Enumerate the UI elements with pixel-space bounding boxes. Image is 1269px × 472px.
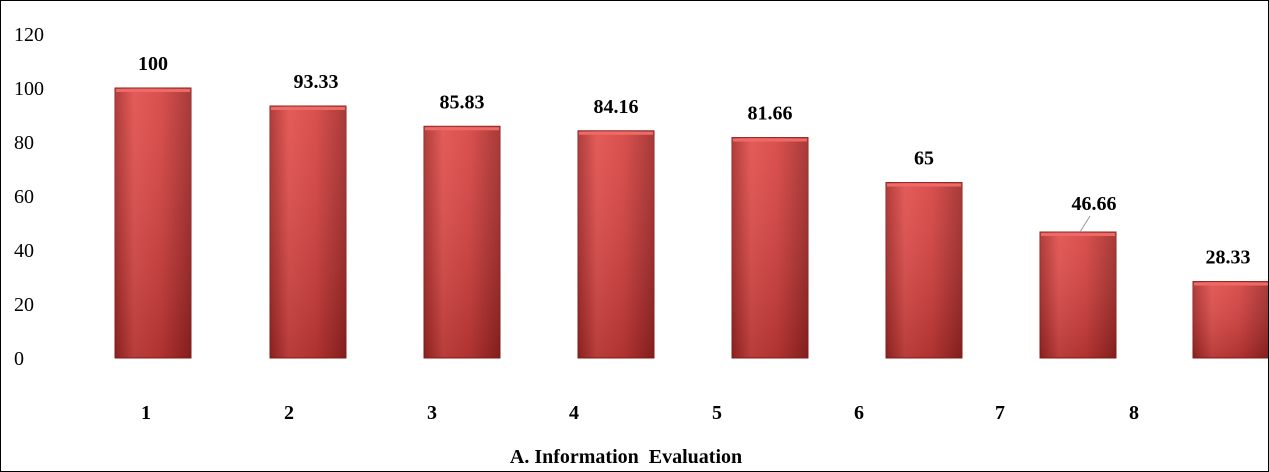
bar-highlight [116, 89, 190, 92]
x-axis: 1 2 3 4 5 6 7 8 [141, 402, 1139, 424]
bar-shading [1040, 232, 1116, 358]
bar-shading [732, 137, 808, 358]
x-tick-label: 1 [141, 402, 151, 424]
bar-highlight [887, 183, 961, 187]
y-tick-label: 100 [14, 78, 44, 100]
bar-highlight [425, 127, 499, 131]
bar-shading [270, 106, 346, 358]
data-label: 46.66 [1072, 193, 1117, 215]
x-axis-title: A. Information Evaluation [510, 446, 742, 468]
bar-highlight [271, 107, 345, 111]
data-label: 65 [914, 148, 934, 170]
data-label: 28.33 [1206, 247, 1251, 269]
bar-highlight [1041, 233, 1115, 237]
data-labels: 100 93.33 85.83 84.16 81.66 65 46.66 28.33 [138, 53, 1251, 269]
label-leader-line [1079, 215, 1091, 233]
y-tick-label: 0 [14, 348, 24, 370]
bar-shading [578, 130, 654, 358]
bar-highlight [733, 138, 807, 142]
y-tick-label: 120 [14, 24, 44, 46]
x-tick-label: 2 [284, 402, 294, 424]
x-tick-label: 7 [995, 402, 1005, 424]
y-tick-label: 80 [14, 132, 34, 154]
x-tick-label: 8 [1129, 402, 1139, 424]
x-tick-label: 3 [427, 402, 437, 424]
data-label: 84.16 [594, 96, 639, 118]
x-tick-label: 5 [712, 402, 722, 424]
bars [114, 87, 1268, 359]
data-label: 100 [138, 53, 168, 75]
bar-shading [115, 88, 191, 358]
y-tick-label: 60 [14, 186, 34, 208]
data-label: 81.66 [748, 103, 793, 125]
bar-shading [1193, 281, 1268, 358]
x-tick-label: 6 [854, 402, 864, 424]
bar-shading [886, 182, 962, 358]
y-axis: 0 20 40 60 80 100 120 [14, 24, 44, 370]
x-tick-label: 4 [569, 402, 579, 424]
y-tick-label: 40 [14, 240, 34, 262]
data-label: 93.33 [294, 71, 339, 93]
bar-highlight [579, 131, 653, 135]
bar-highlight [1194, 282, 1268, 286]
bar-shading [424, 126, 500, 358]
data-label: 85.83 [440, 91, 485, 113]
y-tick-label: 20 [14, 294, 34, 316]
